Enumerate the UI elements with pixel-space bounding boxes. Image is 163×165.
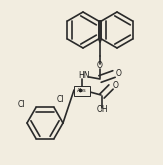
Text: O: O: [113, 82, 119, 90]
Text: OH: OH: [96, 105, 108, 115]
Text: Cl: Cl: [57, 95, 65, 104]
Text: O: O: [116, 69, 122, 79]
Text: Cl: Cl: [18, 100, 25, 109]
FancyBboxPatch shape: [74, 86, 90, 96]
Text: HN: HN: [78, 70, 90, 80]
Text: Abs: Abs: [77, 88, 87, 94]
Text: O: O: [97, 62, 103, 70]
